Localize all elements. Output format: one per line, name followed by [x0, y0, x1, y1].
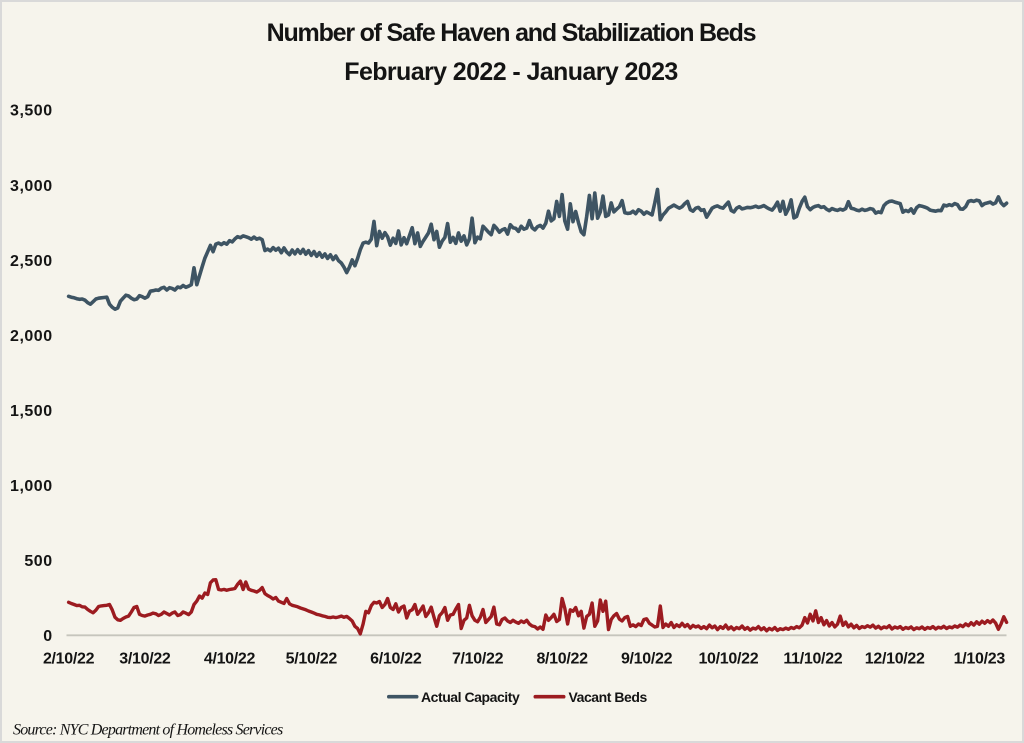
svg-text:3/10/22: 3/10/22	[119, 650, 171, 667]
svg-text:11/10/22: 11/10/22	[783, 650, 842, 667]
svg-text:7/10/22: 7/10/22	[452, 650, 504, 667]
svg-text:9/10/22: 9/10/22	[621, 650, 673, 667]
svg-text:2,500: 2,500	[10, 253, 53, 270]
svg-text:2/10/22: 2/10/22	[43, 650, 95, 667]
svg-text:4/10/22: 4/10/22	[204, 650, 256, 667]
svg-text:12/10/22: 12/10/22	[865, 650, 925, 667]
svg-text:10/10/22: 10/10/22	[698, 650, 758, 667]
svg-text:February 2022 - January 2023: February 2022 - January 2023	[344, 58, 677, 86]
svg-text:2,000: 2,000	[10, 328, 53, 345]
svg-text:1/10/23: 1/10/23	[954, 650, 1006, 667]
svg-text:Source: NYC Department of Home: Source: NYC Department of Homeless Servi…	[13, 722, 283, 739]
svg-text:8/10/22: 8/10/22	[536, 650, 588, 667]
svg-text:1,000: 1,000	[10, 478, 53, 495]
svg-text:500: 500	[24, 553, 52, 570]
svg-text:1,500: 1,500	[10, 403, 53, 420]
svg-text:6/10/22: 6/10/22	[370, 650, 422, 667]
svg-text:0: 0	[43, 628, 52, 645]
svg-text:5/10/22: 5/10/22	[286, 650, 338, 667]
svg-text:Number of Safe Haven and Stabi: Number of Safe Haven and Stabilization B…	[267, 19, 756, 47]
svg-text:3,500: 3,500	[10, 103, 53, 120]
svg-text:Actual Capacity: Actual Capacity	[421, 689, 520, 705]
svg-text:3,000: 3,000	[10, 178, 53, 195]
svg-text:Vacant Beds: Vacant Beds	[569, 689, 648, 705]
